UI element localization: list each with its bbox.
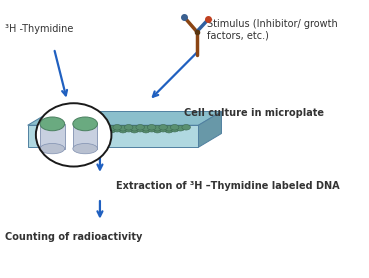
Ellipse shape — [107, 125, 116, 131]
Polygon shape — [40, 124, 65, 149]
Ellipse shape — [40, 143, 65, 154]
Ellipse shape — [170, 126, 179, 132]
Ellipse shape — [73, 117, 97, 131]
Ellipse shape — [130, 125, 139, 131]
Circle shape — [36, 103, 111, 167]
Ellipse shape — [147, 125, 156, 130]
Ellipse shape — [170, 125, 179, 130]
Ellipse shape — [153, 127, 162, 133]
Ellipse shape — [113, 126, 121, 132]
Text: Extraction of ³H –Thymidine labeled DNA: Extraction of ³H –Thymidine labeled DNA — [116, 181, 340, 191]
Text: ³H -Thymidine: ³H -Thymidine — [5, 24, 73, 34]
Text: Stimulus (Inhibitor/ growth
factors, etc.): Stimulus (Inhibitor/ growth factors, etc… — [207, 19, 337, 41]
Ellipse shape — [124, 125, 133, 130]
Ellipse shape — [73, 143, 97, 154]
Ellipse shape — [142, 125, 150, 131]
Ellipse shape — [136, 125, 144, 130]
Ellipse shape — [182, 125, 190, 130]
Ellipse shape — [153, 125, 162, 131]
Ellipse shape — [119, 125, 127, 131]
Ellipse shape — [142, 127, 150, 133]
Ellipse shape — [107, 127, 116, 133]
Ellipse shape — [96, 127, 104, 133]
Ellipse shape — [147, 126, 156, 132]
Ellipse shape — [176, 125, 184, 131]
Ellipse shape — [124, 126, 133, 132]
Ellipse shape — [159, 126, 168, 132]
Ellipse shape — [113, 125, 121, 130]
Ellipse shape — [136, 126, 144, 132]
Text: Counting of radioactivity: Counting of radioactivity — [5, 232, 142, 242]
Polygon shape — [28, 125, 199, 147]
Text: Cell culture in microplate: Cell culture in microplate — [184, 108, 324, 118]
Ellipse shape — [130, 127, 139, 133]
Polygon shape — [73, 124, 97, 149]
Ellipse shape — [159, 125, 168, 130]
Ellipse shape — [101, 126, 110, 132]
Polygon shape — [28, 111, 221, 125]
Ellipse shape — [119, 127, 127, 133]
Polygon shape — [199, 111, 221, 147]
Ellipse shape — [165, 127, 173, 133]
Ellipse shape — [40, 117, 65, 131]
Ellipse shape — [165, 125, 173, 131]
